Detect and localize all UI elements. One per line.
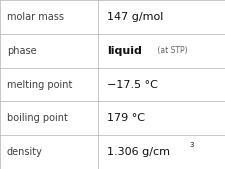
- Text: molar mass: molar mass: [7, 12, 63, 22]
- Text: 179 °C: 179 °C: [107, 113, 145, 123]
- Text: phase: phase: [7, 46, 36, 56]
- Text: −17.5 °C: −17.5 °C: [107, 79, 158, 90]
- Text: 3: 3: [189, 142, 194, 148]
- Text: 147 g/mol: 147 g/mol: [107, 12, 163, 22]
- Text: (at STP): (at STP): [154, 46, 187, 55]
- Text: melting point: melting point: [7, 79, 72, 90]
- Text: 1.306 g/cm: 1.306 g/cm: [107, 147, 170, 157]
- Text: density: density: [7, 147, 43, 157]
- Text: liquid: liquid: [107, 46, 142, 56]
- Text: boiling point: boiling point: [7, 113, 67, 123]
